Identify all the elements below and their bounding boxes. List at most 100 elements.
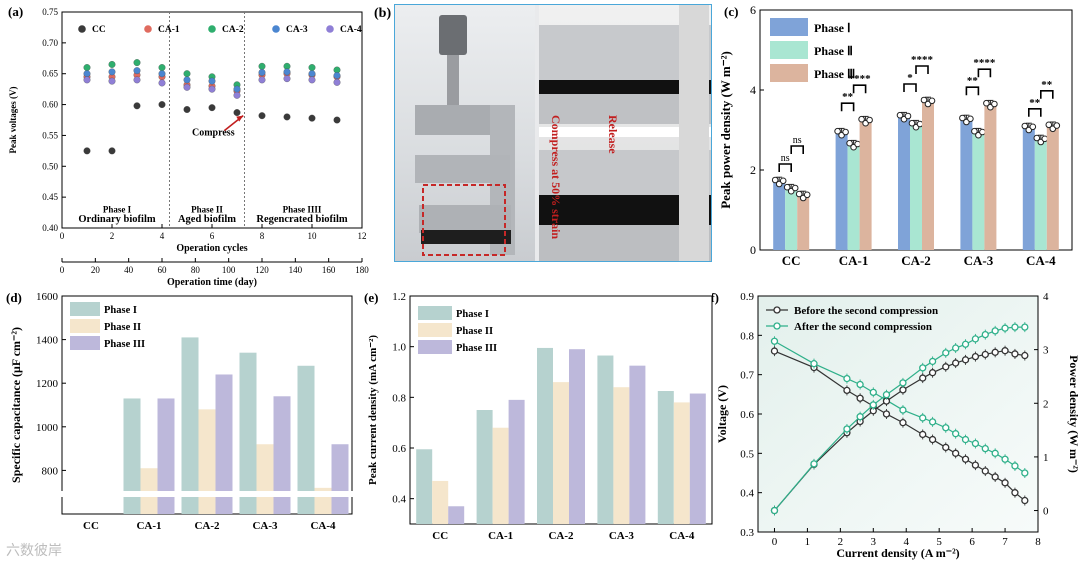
- data-point: [183, 106, 191, 113]
- replicate-point: [846, 139, 853, 147]
- y-axis-label: Peak voltages (V): [8, 87, 18, 154]
- bar: [123, 398, 141, 514]
- data-point: [961, 455, 970, 463]
- y-tick-label: 2: [750, 163, 756, 177]
- data-point: [869, 401, 877, 409]
- phase-name: Aged biofilm: [178, 214, 236, 225]
- data-point: [971, 352, 980, 361]
- data-point: [942, 363, 950, 371]
- sig-label-high: ****: [911, 54, 934, 66]
- data-point: [770, 347, 779, 355]
- panel-label-e: (e): [364, 290, 378, 305]
- bar: [657, 391, 674, 524]
- legend-marker: [144, 25, 152, 33]
- legend-label: CA-2: [222, 25, 244, 35]
- data-point: [928, 418, 937, 426]
- y-axis-label: Specific capacitance (μF cm⁻²): [9, 327, 23, 483]
- x-tick-label: 3: [871, 536, 877, 548]
- legend-label: Before the second compression: [794, 305, 938, 317]
- replicate-point: [771, 176, 779, 184]
- legend-label: After the second compression: [794, 321, 932, 333]
- sig-label-high: ****: [849, 73, 872, 85]
- data-point: [1011, 489, 1019, 497]
- data-point: [83, 70, 91, 78]
- data-point: [856, 380, 864, 389]
- data-point: [942, 443, 950, 452]
- legend-label: Phase I: [104, 305, 137, 316]
- data-point: [919, 414, 927, 422]
- legend-label: Phase I: [456, 309, 489, 320]
- data-point: [158, 101, 166, 109]
- bar: [910, 125, 922, 250]
- data-point: [258, 62, 266, 70]
- data-point: [233, 109, 241, 117]
- data-point: [133, 76, 141, 84]
- legend-label: Phase Ⅱ: [814, 44, 853, 58]
- bar: [448, 506, 465, 524]
- replicate-point: [967, 115, 974, 123]
- panel-label-f: (f): [712, 290, 719, 305]
- data-point: [961, 356, 970, 364]
- legend-label: Phase II: [456, 326, 493, 337]
- sig-label-high: ****: [973, 57, 996, 69]
- sig-bracket-low: [1028, 108, 1042, 117]
- data-point: [770, 337, 779, 345]
- y-tick-label: 1600: [36, 291, 59, 303]
- data-point: [1001, 455, 1009, 463]
- bar: [198, 409, 216, 514]
- data-point: [899, 379, 907, 387]
- replicate-point: [803, 191, 811, 199]
- legend-label: Phase II: [104, 322, 141, 333]
- watermark-text: 六数彼岸: [6, 543, 62, 559]
- phase-label: Phase II: [191, 205, 223, 215]
- data-point: [108, 147, 116, 155]
- data-point: [942, 349, 950, 357]
- x-tick-label: 6: [210, 231, 215, 241]
- y-tick-label: 0.75: [42, 7, 58, 17]
- y-tick-label: 1200: [36, 378, 59, 390]
- y2-tick-label: 1: [1043, 452, 1049, 464]
- data-point: [308, 114, 316, 122]
- data-point: [843, 425, 851, 433]
- plot-frame: [757, 295, 1039, 533]
- data-point: [308, 64, 316, 71]
- y2-tick-label: 2: [1043, 398, 1049, 410]
- annotation-text: Compress: [192, 127, 235, 138]
- bar: [181, 337, 199, 514]
- replicate-point: [896, 111, 904, 119]
- data-point: [961, 435, 970, 444]
- y-tick-label: 0.6: [740, 409, 754, 421]
- data-point: [991, 449, 999, 457]
- data-point: [843, 374, 851, 383]
- y2-tick-label: 0: [1043, 506, 1049, 518]
- replicate-point: [791, 184, 799, 192]
- bar: [835, 133, 848, 250]
- chart-panel-a: (a) 0.40 0.45 0.50 0.55 0.60 0.65 0.70 0.75 0 2 4 6 8…: [8, 4, 369, 288]
- replicate-point: [971, 127, 978, 135]
- data-point: [1021, 469, 1029, 477]
- sig-label-low: **: [967, 75, 979, 87]
- legend-swatch: [770, 41, 808, 59]
- x-tick-label: 1: [805, 536, 811, 548]
- bar: [1046, 126, 1059, 250]
- category-label: CA-2: [901, 253, 931, 268]
- bar: [597, 355, 614, 524]
- data-point: [158, 64, 166, 71]
- category-label: CA-3: [252, 520, 278, 532]
- x-tick-label: 8: [1035, 536, 1041, 548]
- replicate-point: [854, 140, 861, 148]
- bar: [297, 365, 315, 514]
- data-point: [919, 364, 927, 372]
- replicate-point: [1053, 122, 1061, 129]
- data-point: [971, 439, 980, 448]
- replicate-point: [1041, 135, 1049, 143]
- y-tick-label: 0.8: [392, 392, 406, 404]
- x2-tick-label: 140: [289, 265, 303, 275]
- data-point: [928, 369, 937, 377]
- data-point: [108, 68, 116, 76]
- bar: [1022, 128, 1035, 250]
- legend-swatch: [770, 64, 808, 82]
- data-point: [308, 70, 316, 78]
- x-tick-label: 12: [358, 231, 367, 241]
- data-point: [919, 430, 927, 439]
